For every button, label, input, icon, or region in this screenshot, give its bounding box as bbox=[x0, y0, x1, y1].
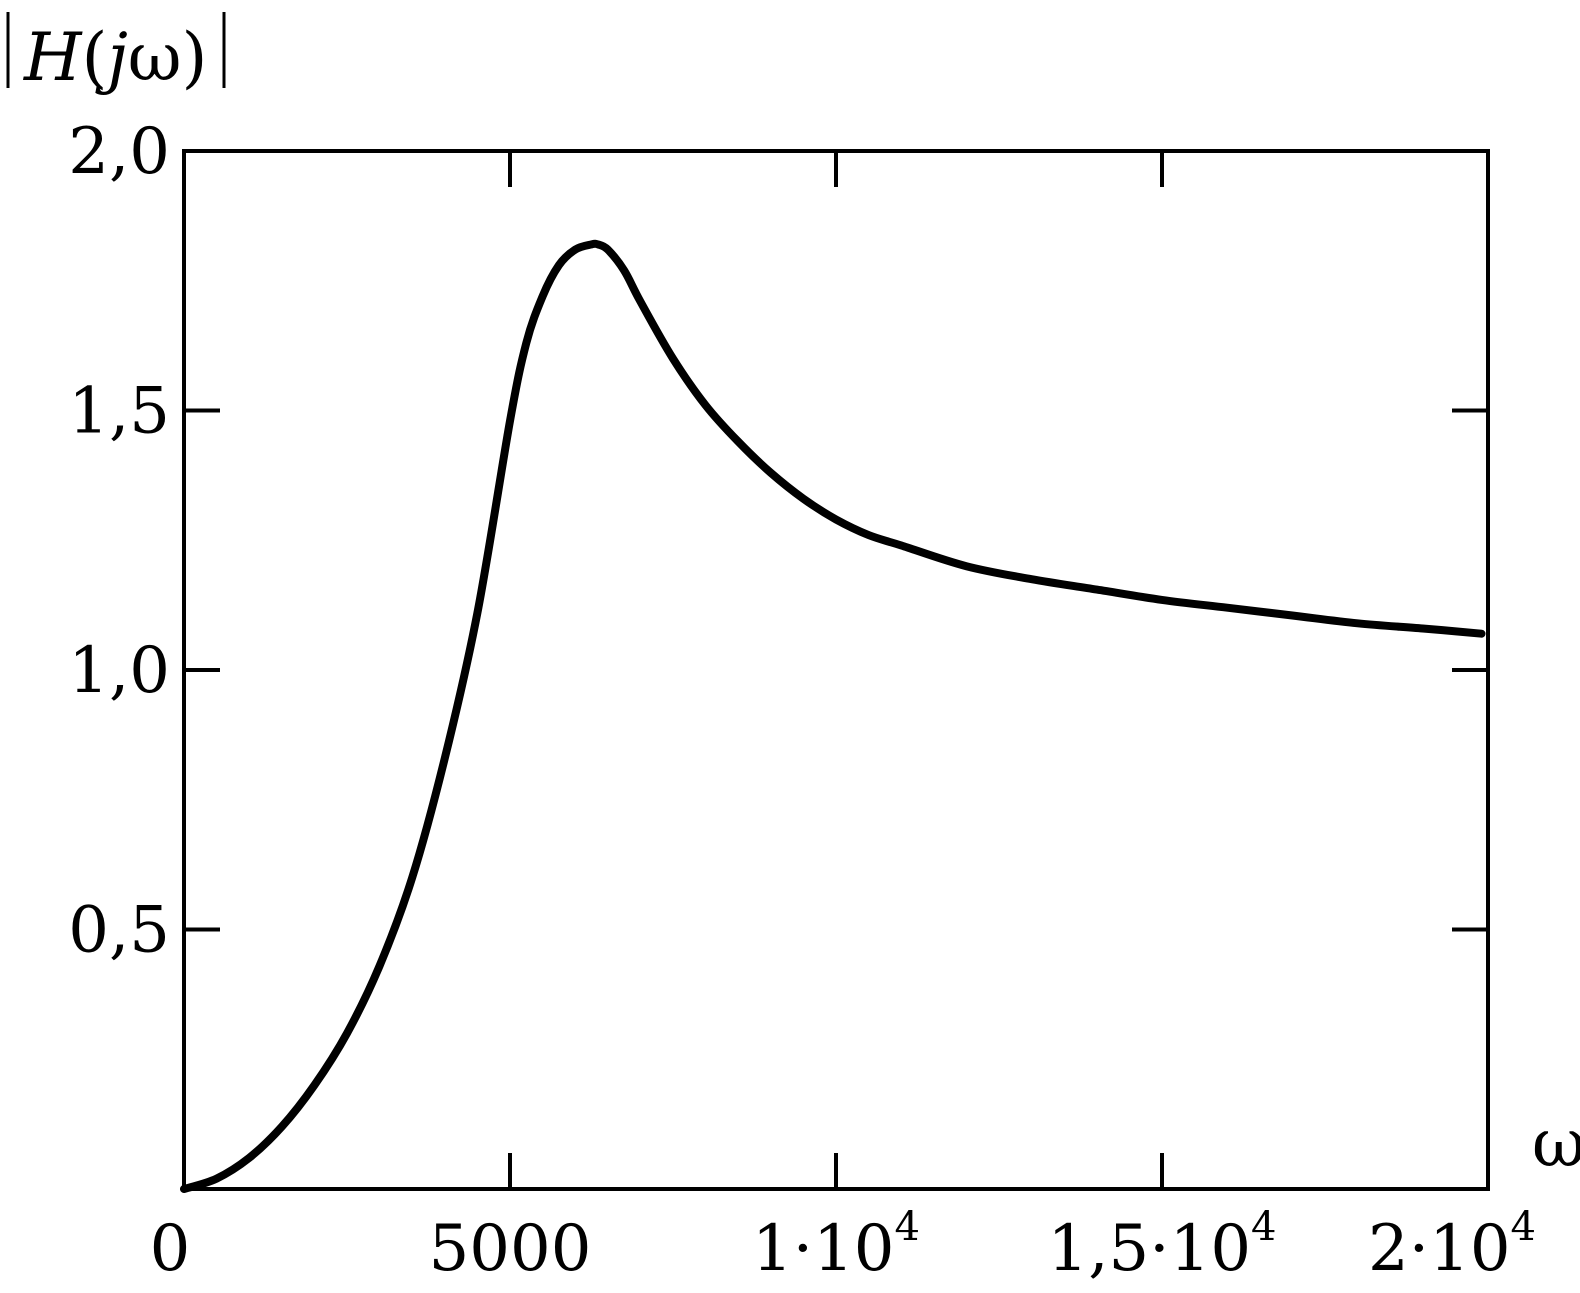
x-tick-label: 0 bbox=[150, 1212, 191, 1286]
x-ticks: 0 5000 1·104 1,5·104 2·104 bbox=[150, 151, 1536, 1286]
x-tick-label: 5000 bbox=[429, 1212, 592, 1286]
y-tick-label: 1,0 bbox=[68, 634, 170, 708]
y-ticks: 0,5 1,0 1,5 2,0 bbox=[68, 115, 1488, 968]
y-tick-label: 0,5 bbox=[68, 894, 170, 968]
y-tick-label: 2,0 bbox=[68, 115, 170, 189]
x-tick-label: 1,5·104 bbox=[1047, 1204, 1276, 1286]
plot-frame bbox=[182, 149, 1490, 1191]
x-tick-label: 1·104 bbox=[752, 1204, 920, 1286]
y-axis-label-text: H(jω) bbox=[23, 19, 207, 96]
y-axis-label: H(jω) bbox=[6, 12, 226, 96]
x-axis-label: ω bbox=[1532, 1105, 1580, 1182]
series-line bbox=[180, 239, 1486, 1193]
y-tick-label: 1,5 bbox=[68, 375, 170, 449]
x-tick-label: 2·104 bbox=[1368, 1204, 1536, 1286]
